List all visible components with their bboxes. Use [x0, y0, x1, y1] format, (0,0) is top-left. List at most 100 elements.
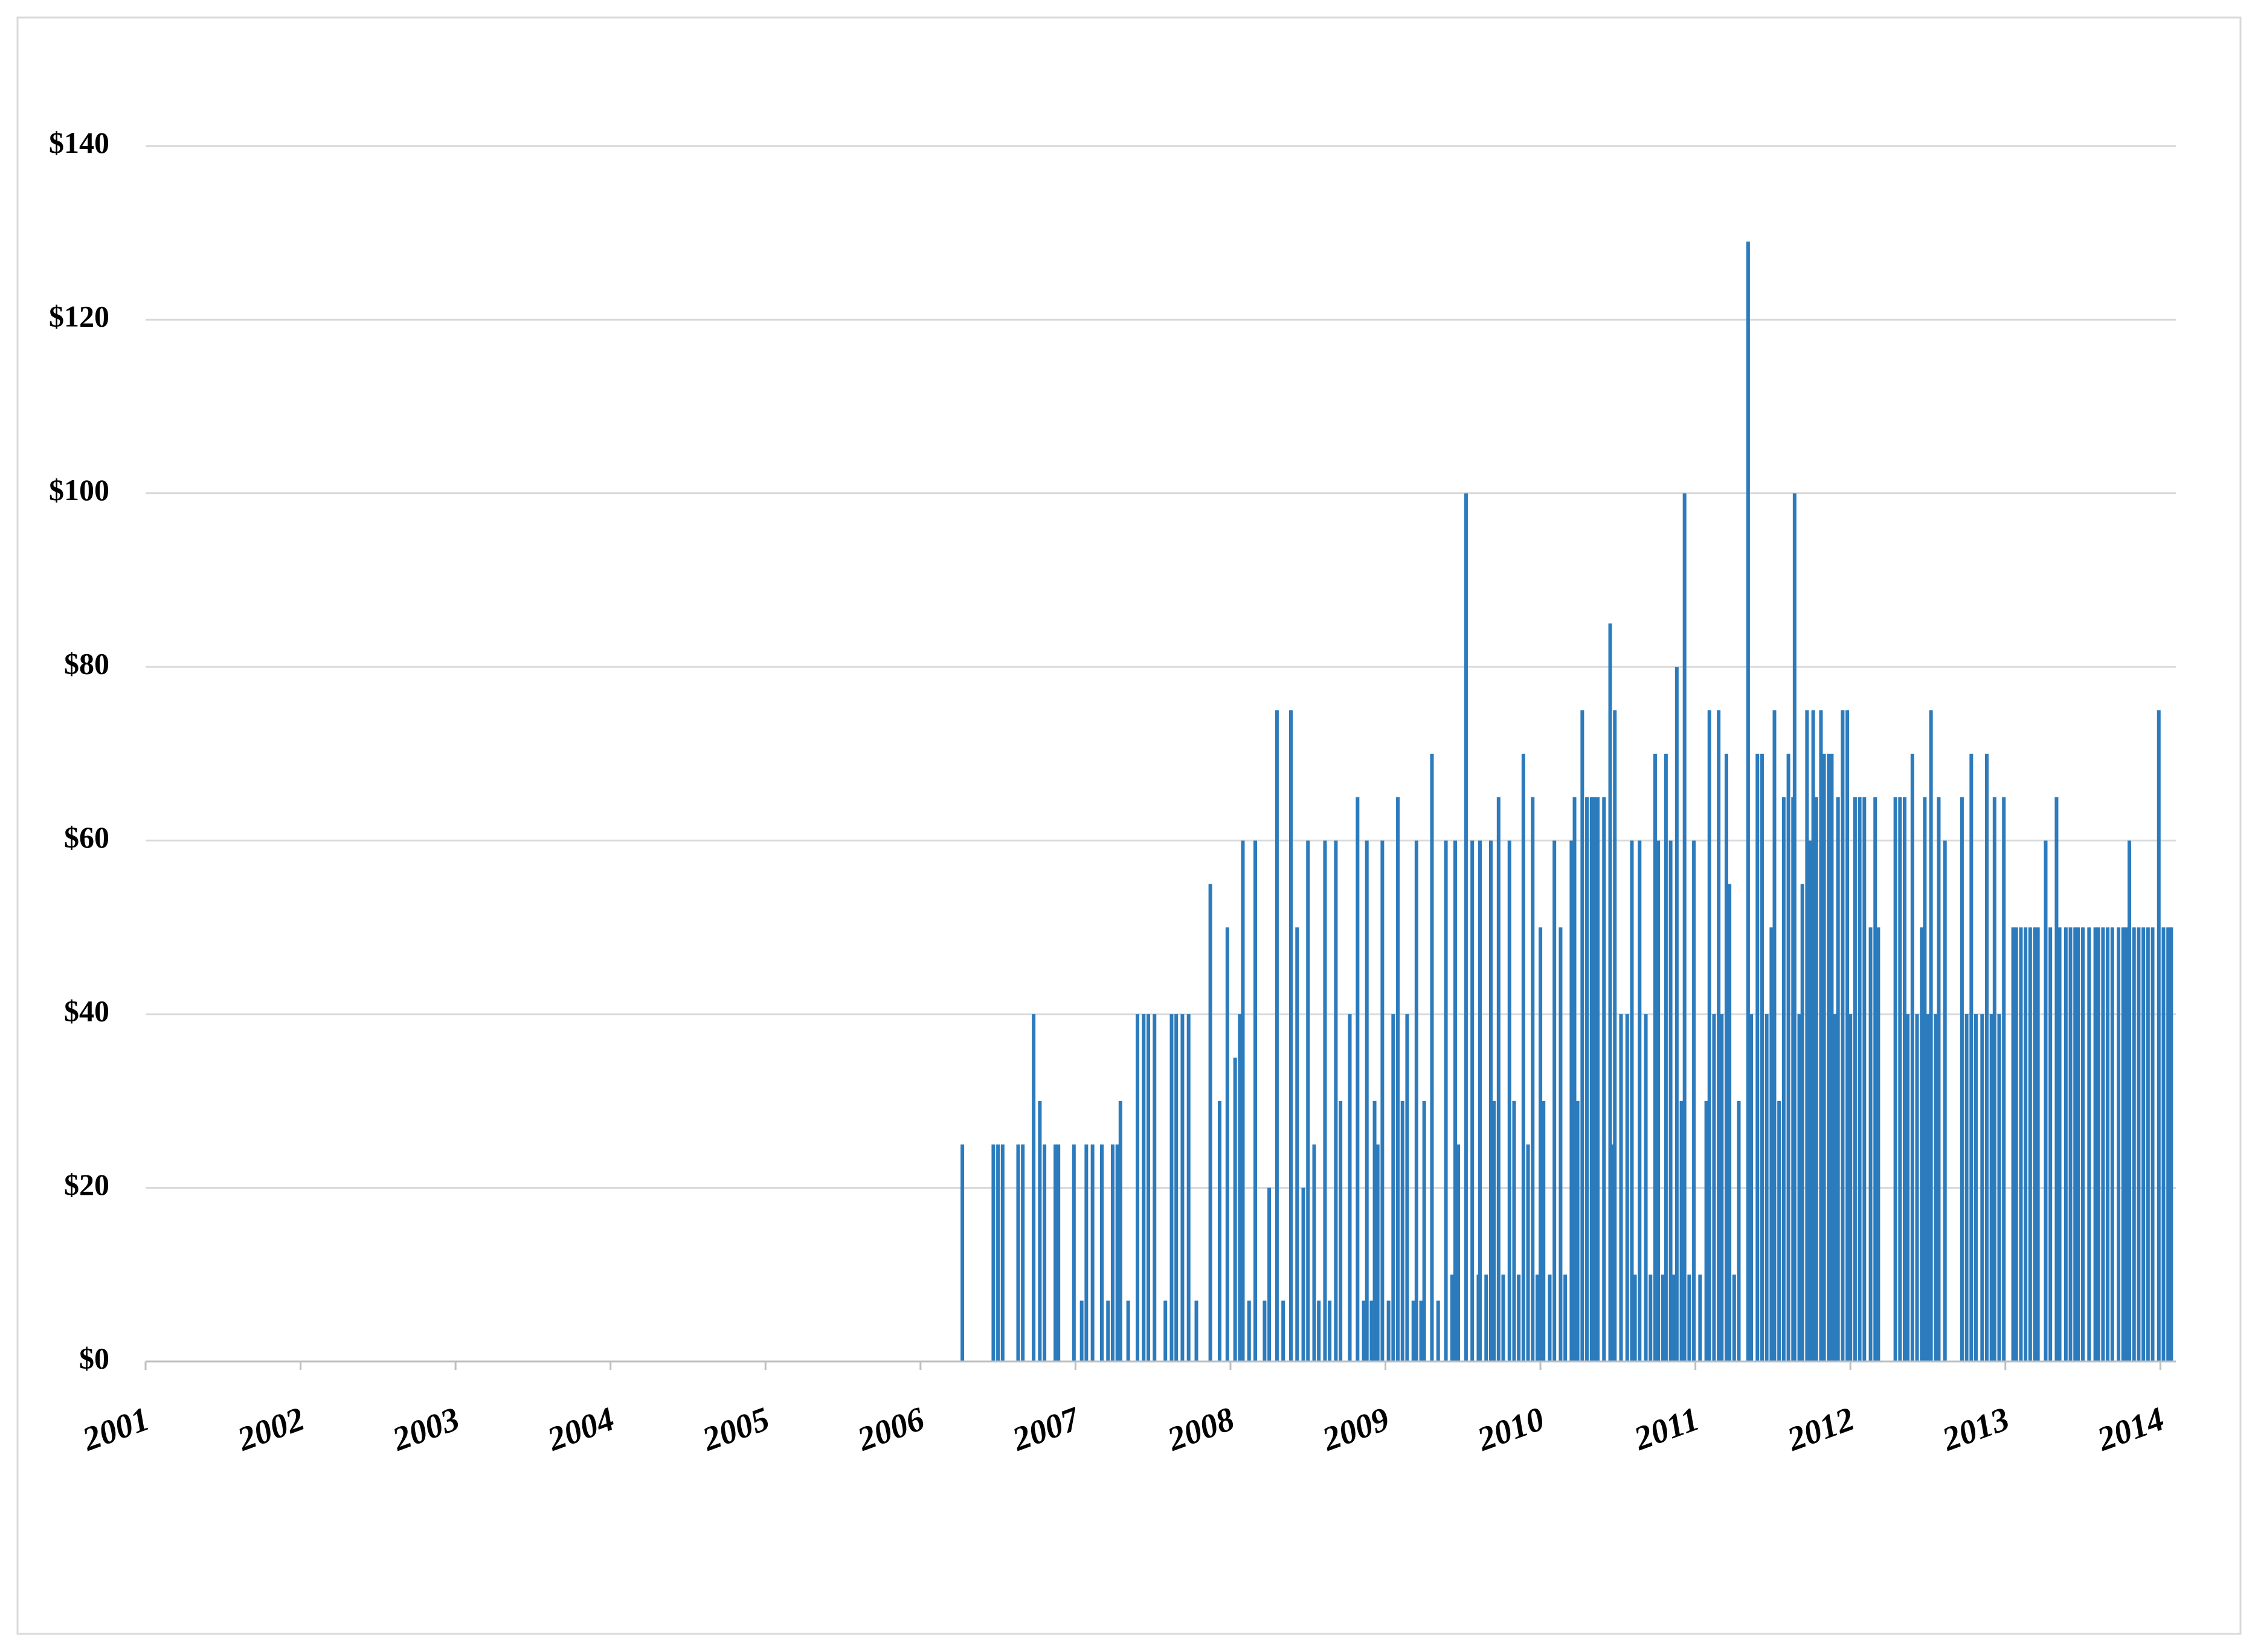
bar	[1456, 1144, 1461, 1361]
bar	[1717, 710, 1721, 1361]
bar	[1507, 840, 1511, 1361]
bar	[1873, 797, 1877, 1361]
bar	[1253, 840, 1258, 1361]
bar	[1169, 1014, 1174, 1361]
y-tick-label: $0	[79, 1341, 109, 1375]
bar	[1084, 1144, 1089, 1361]
bar	[1664, 753, 1668, 1361]
bar	[1348, 1014, 1352, 1361]
bar	[1910, 753, 1914, 1361]
bar	[1380, 840, 1385, 1361]
bar	[2146, 927, 2150, 1361]
bar	[1100, 1144, 1104, 1361]
bar	[1649, 1274, 1653, 1361]
bar	[1786, 753, 1790, 1361]
bar	[1760, 753, 1764, 1361]
bar	[1375, 1144, 1380, 1361]
bar	[1644, 1014, 1648, 1361]
bar	[1920, 927, 1924, 1361]
bar	[1836, 797, 1840, 1361]
bar	[1405, 1014, 1409, 1361]
bar	[1712, 1014, 1716, 1361]
bar	[1992, 797, 1996, 1361]
bar	[2054, 797, 2059, 1361]
bar	[1535, 1274, 1539, 1361]
bar	[1386, 1300, 1391, 1361]
bar	[1072, 1144, 1076, 1361]
bar	[1153, 1014, 1157, 1361]
bar	[1625, 1014, 1629, 1361]
bar	[1328, 1300, 1332, 1361]
bar	[1797, 1014, 1801, 1361]
bar	[1862, 797, 1867, 1361]
bar	[2157, 710, 2161, 1361]
bar	[1769, 927, 1774, 1361]
bar	[2048, 927, 2053, 1361]
bar	[2002, 797, 2006, 1361]
bar	[1638, 840, 1642, 1361]
bar	[1926, 1014, 1930, 1361]
bar	[1517, 1274, 1521, 1361]
bar	[2036, 927, 2040, 1361]
bar	[1704, 1101, 1708, 1361]
bar	[1960, 797, 1964, 1361]
bar	[1396, 797, 1400, 1361]
bar	[2064, 927, 2068, 1361]
bar	[1937, 797, 1941, 1361]
bar	[1142, 1014, 1146, 1361]
bar	[1289, 710, 1293, 1361]
bar	[1115, 1144, 1119, 1361]
bar	[1671, 1274, 1676, 1361]
bar	[1362, 1300, 1366, 1361]
bar	[1526, 1144, 1530, 1361]
bar	[2044, 840, 2048, 1361]
bar	[1267, 1188, 1272, 1361]
bar	[1728, 884, 1732, 1361]
bar	[1281, 1300, 1285, 1361]
bar	[1929, 710, 1933, 1361]
bar	[1548, 1274, 1552, 1361]
bar	[1057, 1144, 1061, 1361]
bar	[2117, 927, 2121, 1361]
bar	[1317, 1300, 1321, 1361]
bar	[1126, 1300, 1130, 1361]
bar	[1531, 797, 1535, 1361]
bar	[1906, 1014, 1910, 1361]
bar	[1419, 1300, 1423, 1361]
bar	[1453, 840, 1457, 1361]
bar	[2106, 927, 2110, 1361]
bar	[2137, 927, 2141, 1361]
bar	[1521, 753, 1525, 1361]
bar	[1365, 840, 1369, 1361]
bar	[2019, 927, 2023, 1361]
bar	[2169, 927, 2173, 1361]
bar	[1682, 493, 1687, 1361]
bar	[2011, 927, 2015, 1361]
bar	[1043, 1144, 1047, 1361]
bar	[1811, 710, 1815, 1361]
bar	[2087, 927, 2091, 1361]
bar	[1969, 753, 1974, 1361]
bar	[1174, 1014, 1179, 1361]
bar	[1692, 840, 1696, 1361]
bar	[1391, 1014, 1395, 1361]
chart-border	[16, 16, 2242, 1635]
y-tick-label: $120	[49, 300, 109, 333]
bar	[1679, 1101, 1684, 1361]
bar	[2093, 927, 2097, 1361]
bar	[1478, 840, 1482, 1361]
y-tick-label: $60	[64, 820, 109, 854]
bar	[1136, 1014, 1140, 1361]
bar	[1238, 1014, 1242, 1361]
bar	[1720, 1014, 1724, 1361]
bar	[1430, 753, 1434, 1361]
bar	[2068, 927, 2073, 1361]
bar	[1613, 710, 1617, 1361]
bar	[1496, 797, 1501, 1361]
bar	[2124, 927, 2128, 1361]
bar	[1630, 840, 1634, 1361]
bar	[2141, 927, 2146, 1361]
bar	[1488, 840, 1493, 1361]
bar	[2110, 927, 2114, 1361]
bar	[1436, 1300, 1440, 1361]
